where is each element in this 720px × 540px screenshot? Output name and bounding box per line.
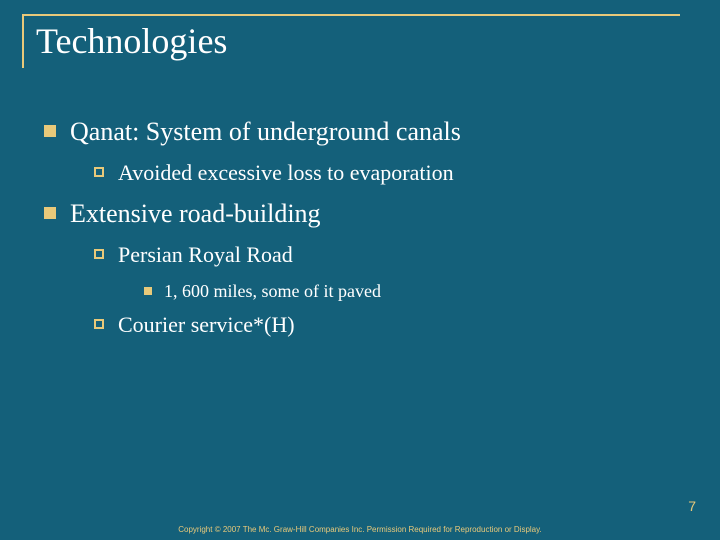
bullet-lvl1: Qanat: System of underground canals [44,115,690,149]
bullet-text: Courier service*(H) [118,311,295,340]
square-bullet-icon [44,207,56,219]
hollow-square-bullet-icon [94,167,104,177]
hollow-square-bullet-icon [94,319,104,329]
slide-title: Technologies [22,14,680,68]
bullet-text: Persian Royal Road [118,241,293,270]
bullet-lvl1: Extensive road-building [44,197,690,231]
bullet-lvl2: Courier service*(H) [94,311,690,340]
hollow-square-bullet-icon [94,249,104,259]
content-area: Qanat: System of underground canals Avoi… [44,115,690,350]
bullet-lvl2: Avoided excessive loss to evaporation [94,159,690,188]
bullet-text: Avoided excessive loss to evaporation [118,159,454,188]
title-block: Technologies [22,14,680,68]
page-number: 7 [688,498,696,514]
bullet-lvl3: 1, 600 miles, some of it paved [144,280,690,303]
bullet-lvl2: Persian Royal Road [94,241,690,270]
copyright-text: Copyright © 2007 The Mc. Graw-Hill Compa… [0,525,720,534]
bullet-text: 1, 600 miles, some of it paved [164,280,381,303]
slide: Technologies Qanat: System of undergroun… [0,0,720,540]
bullet-text: Extensive road-building [70,197,321,231]
bullet-text: Qanat: System of underground canals [70,115,461,149]
small-square-bullet-icon [144,287,152,295]
square-bullet-icon [44,125,56,137]
